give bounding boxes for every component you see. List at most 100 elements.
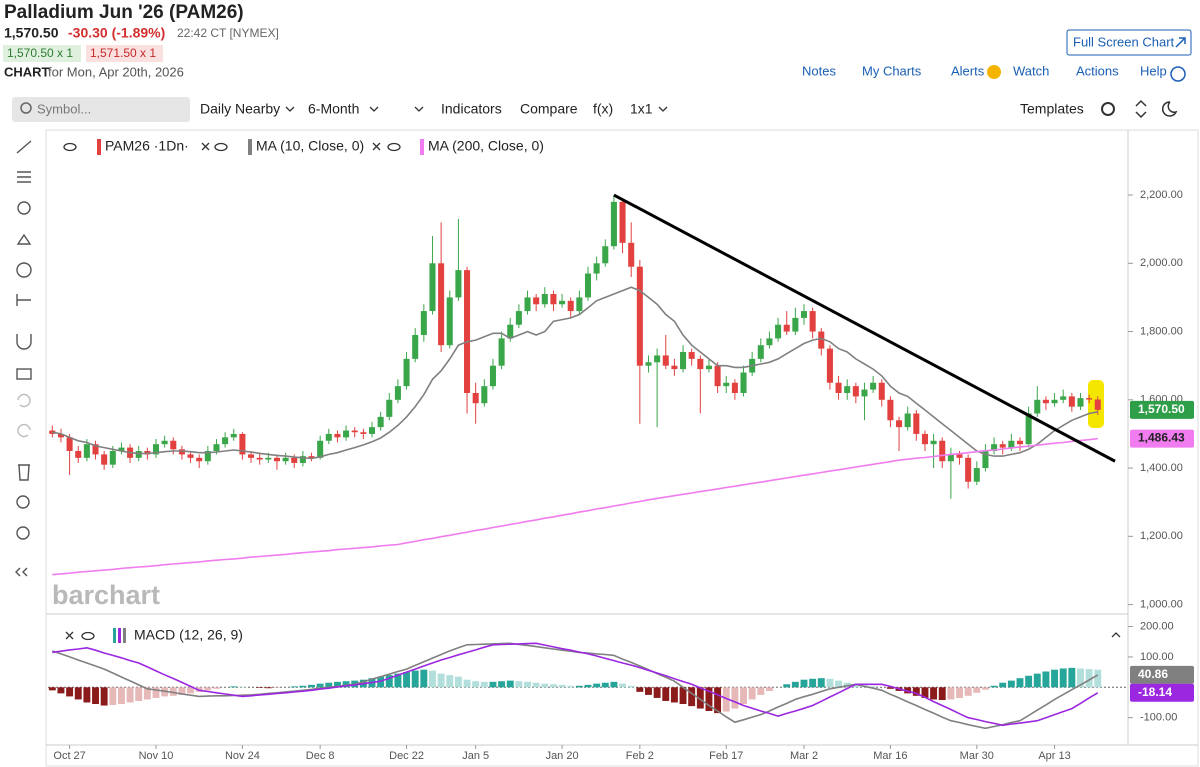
histogram-bar — [342, 681, 350, 688]
nav-link[interactable]: Actions — [1076, 63, 1119, 78]
candle-body — [559, 300, 566, 305]
candle-body — [334, 433, 341, 438]
candle-body — [420, 311, 427, 335]
chart-frame — [45, 129, 1199, 767]
histogram-bar — [117, 687, 125, 704]
candle-body — [239, 433, 246, 455]
nav-link[interactable]: Watch — [1013, 63, 1049, 78]
tool-magnet[interactable] — [16, 334, 32, 350]
histogram-bar — [662, 687, 670, 701]
x-tick-label: Mar 2 — [790, 750, 818, 762]
tool-lock[interactable] — [16, 368, 32, 380]
x-tick-label: Dec 8 — [306, 750, 335, 762]
nav-link[interactable]: Alerts — [951, 63, 985, 78]
change: -30.30 (-1.89%) — [68, 25, 165, 41]
histogram-bar — [800, 679, 808, 688]
candle-body — [783, 324, 790, 332]
nav-link[interactable]: My Charts — [862, 63, 922, 78]
histogram-bar — [100, 687, 108, 706]
candle-body — [965, 457, 972, 482]
toolbar-item[interactable]: 1x1 — [630, 101, 653, 117]
collapse-icon[interactable] — [1135, 99, 1147, 119]
bid: 1,570.50 x 1 — [7, 46, 73, 60]
histogram-bar — [403, 672, 411, 688]
x-tick-label: Feb 2 — [626, 750, 654, 762]
candle-body — [800, 311, 808, 318]
candle-body — [628, 242, 635, 267]
time: 22:42 CT [NYMEX] — [177, 26, 279, 40]
tool-zoom-in[interactable] — [16, 495, 30, 509]
watermark: barchart — [52, 580, 160, 610]
histogram-bar — [524, 681, 531, 688]
histogram-bar — [230, 686, 238, 688]
x-tick-label: Mar 30 — [960, 750, 994, 762]
nav-link[interactable]: Notes — [802, 63, 836, 78]
histogram-bar — [83, 687, 91, 703]
candle-body — [861, 389, 868, 397]
candle-body — [636, 266, 643, 366]
histogram-bar — [947, 687, 955, 700]
external-icon — [1175, 37, 1186, 48]
candle-body — [1077, 398, 1084, 407]
candle-body — [619, 201, 626, 243]
templates[interactable]: Templates — [1020, 101, 1084, 117]
tool-zoom-out[interactable] — [16, 526, 30, 540]
histogram-bar — [1059, 668, 1067, 688]
candle-body — [818, 331, 825, 349]
full-screen-text[interactable]: Full Screen Chart — [1073, 34, 1175, 49]
toolbar-item[interactable]: 6-Month — [308, 101, 359, 117]
tool-measure[interactable] — [16, 294, 31, 306]
histogram-bar — [645, 687, 652, 695]
chart-date: for Mon, Apr 20th, 2026 — [48, 64, 184, 79]
histogram-bar — [152, 687, 160, 698]
toolbar-item[interactable]: Compare — [520, 101, 578, 117]
candle-body — [351, 430, 358, 433]
candle-body — [377, 416, 384, 428]
histogram-bar — [333, 681, 341, 688]
tool-arrow[interactable] — [16, 233, 32, 245]
symbol-input[interactable] — [12, 97, 190, 122]
settings-icon[interactable] — [1101, 102, 1115, 116]
tool-line[interactable] — [16, 140, 32, 154]
sidebar — [15, 140, 32, 577]
histogram-bar — [1094, 669, 1102, 688]
histogram-bar — [126, 687, 134, 703]
symbol-placeholder[interactable]: Symbol... — [37, 101, 91, 116]
macd-value-box — [1130, 665, 1194, 684]
histogram-bar — [653, 687, 661, 698]
tool-redo[interactable] — [17, 423, 31, 438]
histogram-bar — [601, 682, 609, 688]
title: Palladium Jun '26 (PAM26) — [4, 2, 244, 23]
candle-body — [248, 454, 255, 458]
histogram-bar — [143, 687, 151, 700]
tool-trash[interactable] — [18, 464, 30, 481]
tool-collapse[interactable] — [15, 567, 28, 577]
macd-value: 40.86 — [1138, 667, 1168, 681]
candle-body — [809, 311, 816, 332]
histogram-bar — [938, 687, 946, 701]
full-screen-button[interactable] — [1066, 29, 1192, 56]
histogram-bar — [835, 680, 843, 688]
toolbar-item[interactable]: Indicators — [441, 101, 502, 117]
toolbar-item[interactable]: f(x) — [593, 101, 613, 117]
tool-number[interactable] — [16, 262, 32, 278]
legend-label: MA (10, Close, 0) — [256, 138, 364, 154]
tool-shape[interactable] — [17, 201, 31, 215]
bid-box — [3, 45, 81, 62]
histogram-bar — [1007, 680, 1015, 688]
histogram-bar — [610, 681, 618, 688]
candle-body — [1051, 399, 1058, 404]
candle-body — [178, 449, 185, 455]
candle-body — [360, 432, 367, 434]
theme-icon[interactable] — [1161, 101, 1178, 117]
nav-link[interactable]: Help — [1140, 63, 1167, 78]
histogram-bar — [740, 687, 747, 704]
toolbar-item[interactable]: Daily Nearby — [200, 101, 280, 117]
tool-undo[interactable] — [17, 393, 31, 408]
candle-body — [368, 427, 376, 434]
legend-swatch — [123, 628, 126, 643]
legend-swatch — [248, 139, 252, 155]
y-tick-label: 1,000.00 — [1140, 598, 1183, 610]
histogram-bar — [558, 684, 566, 688]
tool-fib[interactable] — [17, 171, 31, 183]
